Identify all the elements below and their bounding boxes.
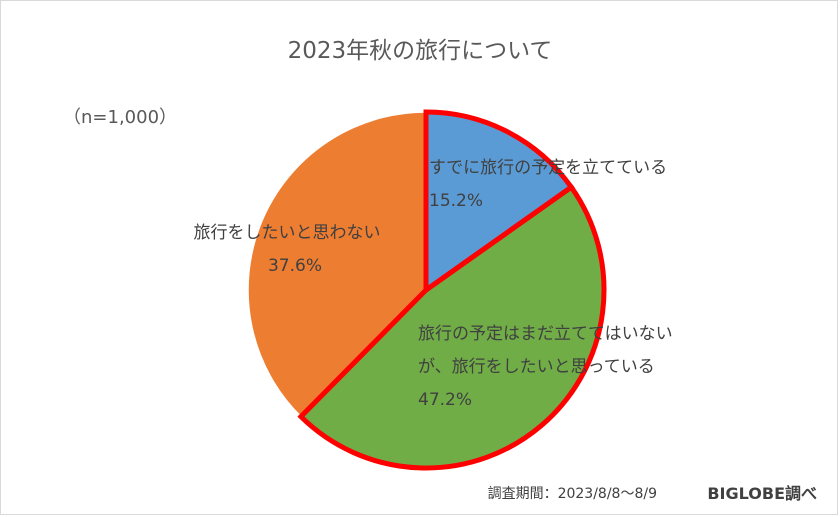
slice-value-3: 37.6% [268,256,322,276]
highlight-outline-2 [297,183,607,471]
pie-slices [247,109,607,471]
slice-value-2: 47.2% [418,390,472,410]
slice-label-2-line-1: 旅行の予定はまだ立ててはいない [418,324,673,344]
survey-period: 調査期間：2023/8/8～8/9 [488,486,657,502]
highlight-outline-1 [423,109,575,295]
chart-title: 2023年秋の旅行について [288,38,553,64]
slice-label-3-line-1: 旅行をしたいと思わない [194,223,381,243]
slice-value-1: 15.2% [429,191,483,211]
slice-label-1-line-1: すでに旅行の予定を立てている [429,158,667,178]
pie-slice-3 [247,111,427,418]
source-label: BIGLOBE調べ [707,484,817,503]
slice-label-2-line-2: が、旅行をしたいと思っている [418,357,655,377]
sample-size-label: （n=1,000） [63,107,177,128]
slice-labels: すでに旅行の予定を立てている 15.2% 旅行の予定はまだ立ててはいないが、旅行をし… [194,158,673,410]
